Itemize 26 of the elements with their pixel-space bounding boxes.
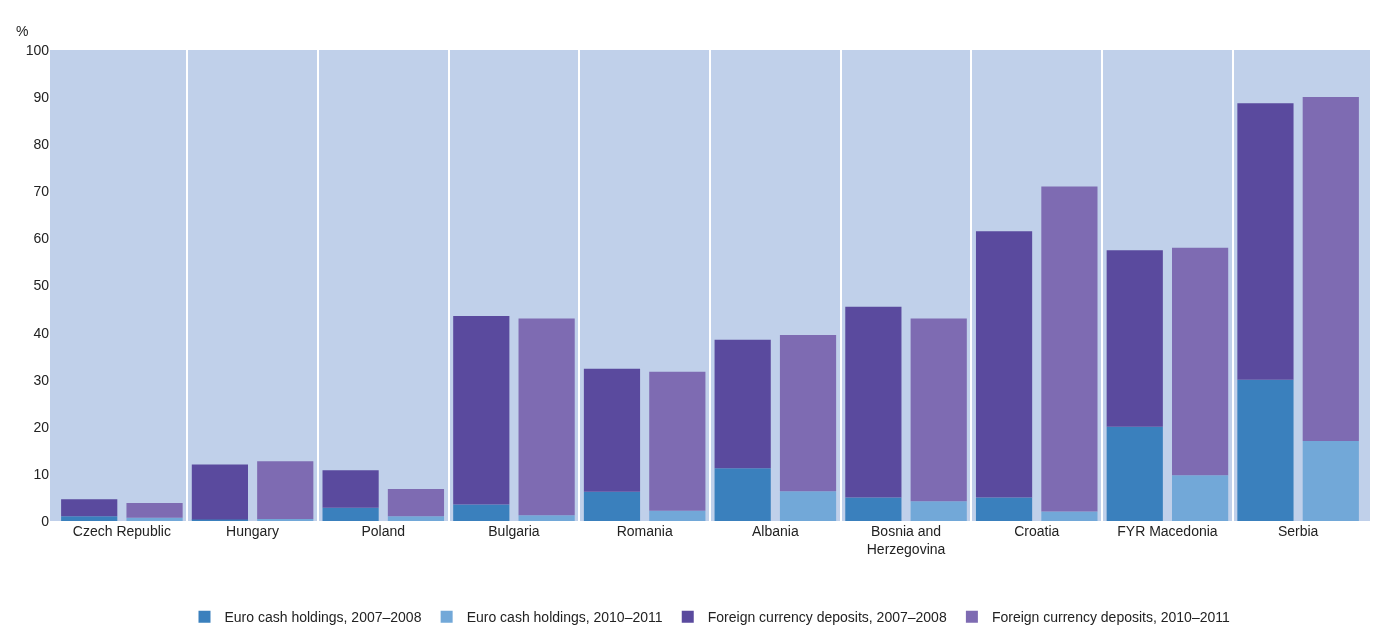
y-tick-label: 80 (33, 136, 50, 153)
y-tick-label: 10 (33, 465, 50, 482)
y-tick-label: 20 (33, 418, 50, 435)
y-tick-label: 60 (33, 230, 50, 247)
y-tick-label: 30 (33, 371, 50, 388)
x-tick-label: Hungary (226, 523, 280, 539)
y-tick-label: 70 (33, 183, 50, 200)
x-tick-label: Czech Republic (72, 523, 171, 539)
y-tick-label: 90 (33, 89, 50, 105)
x-tick-label: Bosnia and Herzegovina (866, 523, 946, 558)
y-axis-title: % (16, 23, 29, 39)
x-tick-label: Romania (616, 523, 673, 539)
x-tick-label: FYR Macedonia (1117, 523, 1218, 539)
x-tick-label: Poland (361, 523, 406, 539)
legend-label: Foreign currency deposits, 2010–2011 (991, 609, 1230, 626)
y-tick-label: 0 (41, 512, 50, 529)
x-tick-label: Albania (752, 523, 799, 539)
y-tick-label: 40 (33, 324, 50, 341)
x-tick-label: Croatia (1014, 523, 1060, 539)
legend-label: Euro cash holdings, 2010–2011 (466, 609, 663, 626)
x-tick-label: Bulgaria (488, 523, 540, 539)
x-tick-label: Serbia (1277, 523, 1319, 539)
y-tick-label: 100 (25, 41, 50, 58)
legend-label: Foreign currency deposits, 2007–2008 (707, 609, 947, 626)
y-tick-label: 50 (33, 277, 50, 294)
legend-label: Euro cash holdings, 2007–2008 (224, 609, 422, 626)
